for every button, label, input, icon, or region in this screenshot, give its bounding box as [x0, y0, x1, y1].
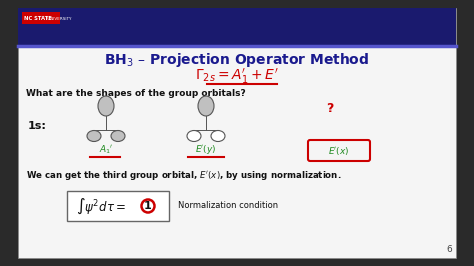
Text: Normalization condition: Normalization condition [178, 202, 278, 210]
FancyBboxPatch shape [18, 8, 456, 46]
Ellipse shape [211, 131, 225, 142]
Text: We can get the third group orbital, $E'(x)$, by using normalization.: We can get the third group orbital, $E'(… [26, 169, 341, 182]
Text: NC STATE: NC STATE [24, 16, 52, 22]
Text: UNIVERSITY: UNIVERSITY [46, 17, 72, 21]
Ellipse shape [98, 96, 114, 116]
Ellipse shape [111, 131, 125, 142]
FancyBboxPatch shape [22, 12, 60, 24]
Ellipse shape [187, 131, 201, 142]
Text: BH$_3$ – Projection Operator Method: BH$_3$ – Projection Operator Method [104, 51, 370, 69]
Text: $\int \psi^2 d\tau =$: $\int \psi^2 d\tau =$ [76, 196, 126, 216]
Text: $\Gamma_{2s} = A_1^{\prime} + E^{\prime}$: $\Gamma_{2s} = A_1^{\prime} + E^{\prime}… [195, 66, 279, 86]
Ellipse shape [198, 96, 214, 116]
Ellipse shape [87, 131, 101, 142]
Text: 1s:: 1s: [28, 121, 47, 131]
FancyBboxPatch shape [18, 8, 456, 258]
Text: $E{'}(y)$: $E{'}(y)$ [195, 143, 217, 156]
Text: ?: ? [326, 102, 334, 114]
Text: $A_1{'}$: $A_1{'}$ [99, 144, 113, 156]
Text: 1: 1 [144, 201, 152, 211]
Text: 6: 6 [446, 245, 452, 254]
Text: What are the shapes of the group orbitals?: What are the shapes of the group orbital… [26, 89, 246, 98]
Text: $E{'}(x)$: $E{'}(x)$ [328, 145, 350, 157]
FancyBboxPatch shape [67, 191, 169, 221]
